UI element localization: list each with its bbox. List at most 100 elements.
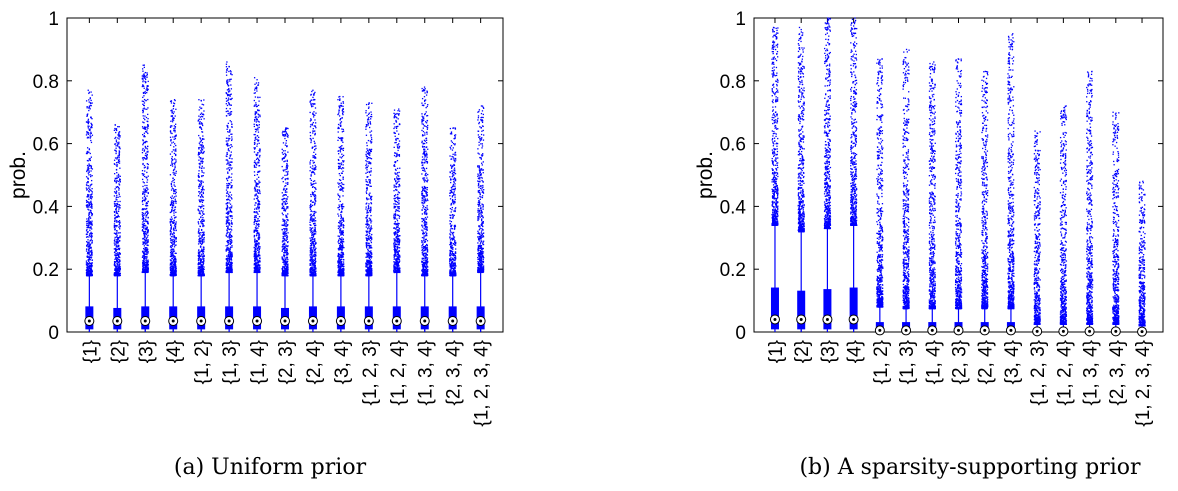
outlier-point xyxy=(146,269,148,271)
outlier-point xyxy=(141,228,144,231)
outlier-point xyxy=(144,228,147,230)
outlier-point xyxy=(312,227,314,229)
outlier-point xyxy=(314,173,316,175)
outlier-point xyxy=(172,222,174,224)
outlier-point xyxy=(88,219,90,221)
outlier-point xyxy=(173,258,175,261)
outlier-point xyxy=(118,254,120,256)
outlier-point xyxy=(341,153,343,155)
outlier-point xyxy=(88,214,90,216)
outlier-point xyxy=(342,149,344,152)
outlier-point xyxy=(89,272,92,274)
outlier-point xyxy=(314,226,316,229)
outlier-point xyxy=(171,245,173,247)
outlier-point xyxy=(141,152,144,154)
outlier-point xyxy=(284,144,287,146)
outlier-point xyxy=(144,235,146,237)
outlier-point xyxy=(170,224,172,226)
outlier-point xyxy=(147,230,149,232)
outlier-point xyxy=(199,201,201,203)
outlier-point xyxy=(231,173,233,175)
outlier-point xyxy=(172,254,174,257)
outlier-point xyxy=(340,105,343,107)
outlier-point xyxy=(258,100,260,102)
outlier-point xyxy=(253,255,255,258)
outlier-point xyxy=(202,200,204,202)
outlier-point xyxy=(144,145,146,148)
outlier-point xyxy=(173,196,176,198)
outlier-point xyxy=(86,253,89,255)
outlier-point xyxy=(199,137,201,139)
outlier-point xyxy=(143,64,145,66)
outlier-point xyxy=(200,107,202,110)
outlier-point xyxy=(115,226,117,228)
outlier-point xyxy=(197,221,199,223)
outlier-point xyxy=(145,216,147,218)
outlier-point xyxy=(144,266,147,268)
outlier-point xyxy=(313,180,316,182)
outlier-point xyxy=(86,262,88,265)
outlier-point xyxy=(116,270,118,272)
outlier-point xyxy=(145,211,147,213)
outlier-point xyxy=(144,126,146,128)
outlier-point xyxy=(231,74,233,76)
outlier-point xyxy=(141,223,144,225)
outlier-point xyxy=(86,114,89,117)
outlier-point xyxy=(118,152,120,154)
outlier-point xyxy=(231,221,233,224)
outlier-point xyxy=(228,268,231,270)
outlier-point xyxy=(200,167,203,170)
outlier-point xyxy=(173,99,176,101)
outlier-point xyxy=(199,234,201,236)
outlier-point xyxy=(311,231,314,234)
outlier-point xyxy=(199,162,201,164)
outlier-point xyxy=(115,204,118,207)
outlier-point xyxy=(284,198,286,200)
outlier-point xyxy=(229,129,231,132)
outlier-point xyxy=(231,205,233,207)
outlier-point xyxy=(257,162,259,164)
outlier-point xyxy=(115,186,118,189)
outlier-point xyxy=(146,158,148,160)
outlier-point xyxy=(171,156,173,158)
outlier-point xyxy=(228,182,231,185)
outlier-point xyxy=(142,219,145,221)
outlier-point xyxy=(88,99,90,101)
outlier-point xyxy=(287,258,289,261)
outlier-point xyxy=(258,266,260,268)
outlier-point xyxy=(118,232,120,234)
outlier-point xyxy=(91,242,93,244)
outlier-point xyxy=(314,107,317,109)
outlier-point xyxy=(225,245,227,247)
outlier-point xyxy=(86,226,89,228)
outlier-point xyxy=(144,243,147,245)
outlier-point xyxy=(115,233,117,235)
outlier-point xyxy=(116,158,118,160)
outlier-point xyxy=(87,193,89,196)
outlier-point xyxy=(91,134,94,136)
outlier-point xyxy=(170,196,172,198)
outlier-point xyxy=(283,247,286,249)
outlier-point xyxy=(284,203,286,205)
outlier-point xyxy=(253,218,256,221)
outlier-point xyxy=(254,227,257,229)
outlier-point xyxy=(143,195,146,198)
outlier-point xyxy=(311,220,313,222)
outlier-point xyxy=(311,106,313,108)
outlier-point xyxy=(227,186,229,189)
outlier-point xyxy=(231,244,233,247)
outlier-point xyxy=(230,121,233,123)
outlier-point xyxy=(115,266,117,269)
outlier-point xyxy=(146,211,149,213)
outlier-point xyxy=(118,183,120,185)
outlier-point xyxy=(174,206,176,209)
outlier-point xyxy=(170,138,172,141)
outlier-point xyxy=(313,255,316,258)
outlier-point xyxy=(117,126,119,128)
outlier-point xyxy=(141,218,144,220)
outlier-point xyxy=(91,124,93,126)
outlier-point xyxy=(144,189,147,191)
outlier-point xyxy=(88,204,91,206)
outlier-point xyxy=(287,151,289,153)
outlier-point xyxy=(114,179,116,181)
